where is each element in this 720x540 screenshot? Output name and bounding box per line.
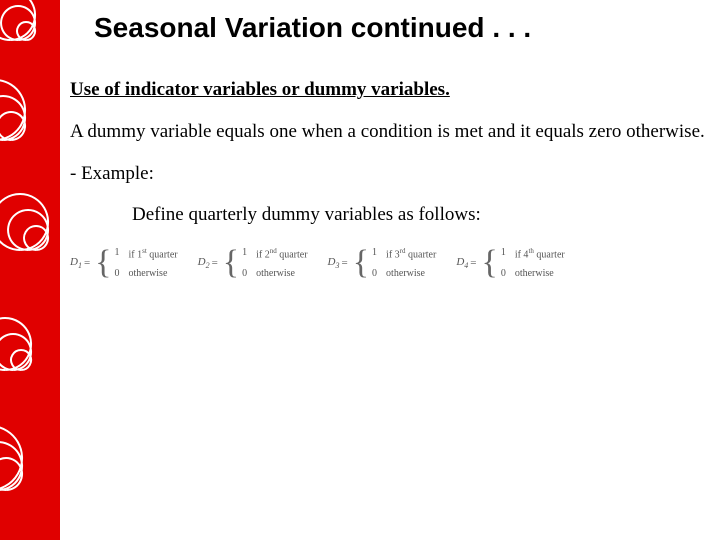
dummy-def-4: D4 = { 1if 4th quarter 0otherwise bbox=[456, 247, 564, 279]
decorative-stripe bbox=[0, 0, 60, 540]
slide-content: Seasonal Variation continued . . . Use o… bbox=[70, 12, 710, 279]
subheading: Use of indicator variables or dummy vari… bbox=[70, 78, 710, 102]
dummy-def-1: D1 = { 1if 1st quarter 0otherwise bbox=[70, 247, 178, 279]
dummy-def-2: D2 = { 1if 2nd quarter 0otherwise bbox=[198, 247, 308, 279]
example-label: - Example: bbox=[70, 162, 710, 186]
definition-text: A dummy variable equals one when a condi… bbox=[70, 120, 710, 144]
example-instruction: Define quarterly dummy variables as foll… bbox=[132, 203, 710, 227]
dummy-def-3: D3 = { 1if 3rd quarter 0otherwise bbox=[328, 247, 437, 279]
slide-title: Seasonal Variation continued . . . bbox=[94, 12, 710, 44]
dummy-formula-row: D1 = { 1if 1st quarter 0otherwise D2 = {… bbox=[70, 247, 710, 279]
